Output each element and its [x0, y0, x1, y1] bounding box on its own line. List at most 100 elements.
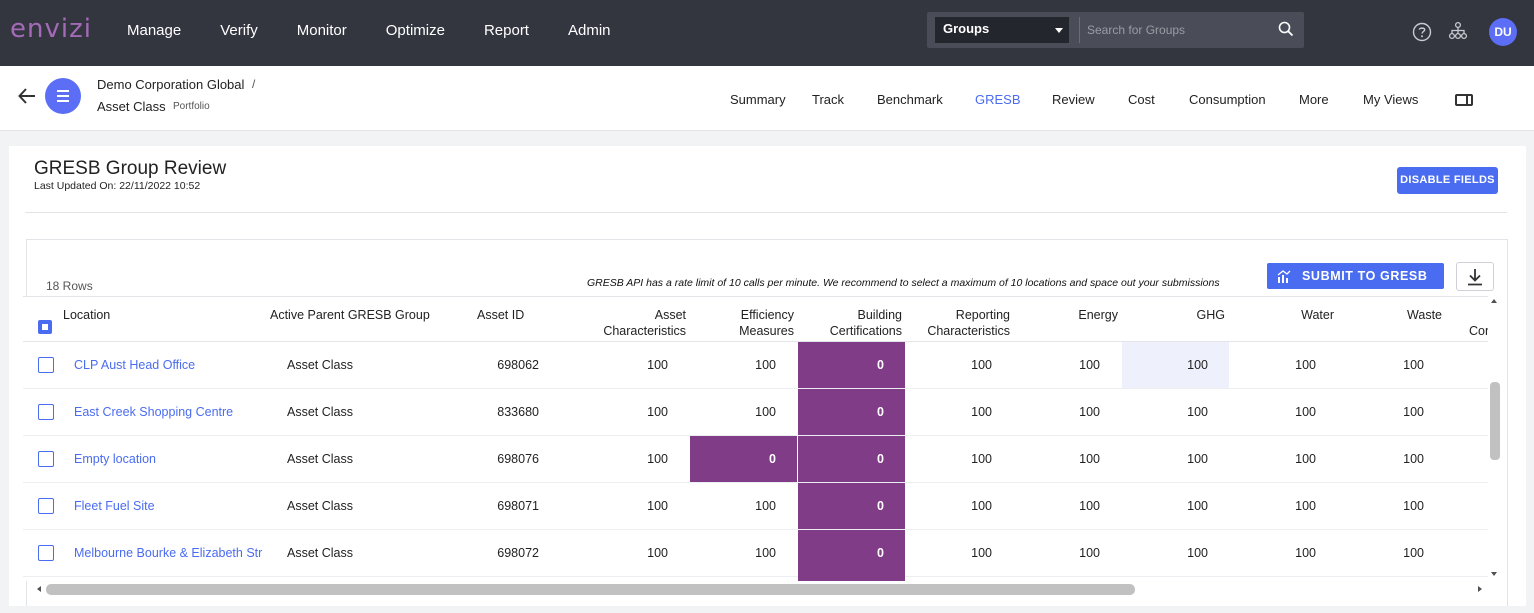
table-row[interactable]: Melbourne Bourke & Elizabeth Str Asset C…: [23, 530, 1488, 577]
col-asset-characteristics[interactable]: Asset Characteristics: [603, 308, 686, 338]
location-link[interactable]: CLP Aust Head Office: [74, 358, 196, 372]
tab-more[interactable]: More: [1299, 92, 1329, 107]
col-energy[interactable]: Energy: [1078, 308, 1118, 322]
nav-monitor[interactable]: Monitor: [296, 22, 347, 39]
search-icon[interactable]: [1278, 21, 1294, 37]
water-cell[interactable]: 100: [1295, 405, 1316, 419]
tab-consumption[interactable]: Consumption: [1189, 92, 1266, 107]
water-cell[interactable]: 100: [1295, 546, 1316, 560]
nav-verify[interactable]: Verify: [220, 22, 258, 39]
ghg-cell[interactable]: 100: [1187, 452, 1208, 466]
disable-fields-button[interactable]: DISABLE FIELDS: [1397, 167, 1498, 194]
row-checkbox[interactable]: [38, 545, 54, 561]
scroll-up-arrow-icon[interactable]: [1491, 299, 1497, 303]
efficiency-cell[interactable]: 100: [755, 546, 776, 560]
tab-benchmark[interactable]: Benchmark: [877, 92, 943, 107]
col-waste[interactable]: Waste: [1407, 308, 1442, 322]
efficiency-cell[interactable]: 100: [755, 405, 776, 419]
waste-cell[interactable]: 100: [1403, 358, 1424, 372]
energy-cell[interactable]: 100: [1079, 546, 1100, 560]
table-row[interactable]: CLP Aust Head Office Asset Class 698062 …: [23, 342, 1488, 389]
location-link[interactable]: Empty location: [74, 452, 156, 466]
table-row[interactable]: East Creek Shopping Centre Asset Class 8…: [23, 389, 1488, 436]
table-row[interactable]: Fleet Fuel Site Asset Class 698071 100 1…: [23, 483, 1488, 530]
waste-cell[interactable]: 100: [1403, 499, 1424, 513]
ghg-cell[interactable]: 100: [1187, 546, 1208, 560]
submit-to-gresb-button[interactable]: SUBMIT TO GRESB: [1267, 263, 1444, 289]
download-button[interactable]: [1456, 262, 1494, 291]
col-reporting-characteristics[interactable]: Reporting Characteristics: [927, 308, 1010, 338]
row-checkbox[interactable]: [38, 451, 54, 467]
location-link[interactable]: Melbourne Bourke & Elizabeth Str: [74, 546, 263, 560]
row-checkbox[interactable]: [38, 357, 54, 373]
water-cell[interactable]: 100: [1295, 358, 1316, 372]
location-link[interactable]: East Creek Shopping Centre: [74, 405, 234, 419]
scroll-left-arrow-icon[interactable]: [37, 586, 41, 592]
asset-char-cell[interactable]: 100: [647, 499, 668, 513]
nav-admin[interactable]: Admin: [567, 22, 611, 39]
building-cell[interactable]: 0: [798, 389, 905, 435]
reporting-cell[interactable]: 100: [971, 405, 992, 419]
scroll-down-arrow-icon[interactable]: [1491, 572, 1497, 576]
scroll-right-arrow-icon[interactable]: [1478, 586, 1482, 592]
nav-report[interactable]: Report: [483, 22, 529, 39]
reporting-cell[interactable]: 100: [971, 358, 992, 372]
location-link[interactable]: Fleet Fuel Site: [74, 499, 155, 513]
tab-track[interactable]: Track: [812, 92, 845, 107]
reporting-cell[interactable]: 100: [971, 452, 992, 466]
waste-cell[interactable]: 100: [1403, 546, 1424, 560]
back-arrow-icon[interactable]: [18, 88, 36, 104]
asset-char-cell[interactable]: 100: [647, 452, 668, 466]
tab-gresb[interactable]: GRESB: [975, 92, 1021, 107]
col-ghg[interactable]: GHG: [1196, 308, 1225, 322]
reporting-cell[interactable]: 100: [971, 546, 992, 560]
table-row[interactable]: Empty location Asset Class 698076 100 0 …: [23, 436, 1488, 483]
nav-manage[interactable]: Manage: [127, 22, 182, 39]
efficiency-cell[interactable]: 100: [755, 358, 776, 372]
user-avatar[interactable]: DU: [1489, 18, 1517, 46]
menu-button[interactable]: [45, 78, 81, 114]
ghg-cell[interactable]: 100: [1187, 405, 1208, 419]
side-panel-icon[interactable]: [1455, 94, 1473, 106]
search-input[interactable]: [1087, 19, 1267, 41]
reporting-cell[interactable]: 100: [971, 499, 992, 513]
col-building-certifications[interactable]: Building Certifications: [829, 308, 902, 338]
waste-cell[interactable]: 100: [1403, 452, 1424, 466]
breadcrumb-group[interactable]: Asset Class: [97, 99, 166, 114]
building-cell[interactable]: 0: [798, 342, 905, 388]
row-checkbox[interactable]: [38, 404, 54, 420]
energy-cell[interactable]: 100: [1079, 452, 1100, 466]
efficiency-cell[interactable]: 0: [690, 436, 797, 482]
col-efficiency-measures[interactable]: Efficiency Measures: [739, 308, 794, 338]
col-cut-off[interactable]: Cor: [1469, 324, 1488, 338]
col-water[interactable]: Water: [1301, 308, 1334, 322]
asset-char-cell[interactable]: 100: [647, 358, 668, 372]
vertical-scroll-thumb[interactable]: [1490, 382, 1500, 460]
help-icon[interactable]: [1412, 22, 1432, 42]
hierarchy-icon[interactable]: [1448, 21, 1468, 41]
energy-cell[interactable]: 100: [1079, 405, 1100, 419]
energy-cell[interactable]: 100: [1079, 499, 1100, 513]
ghg-cell[interactable]: 100: [1187, 499, 1208, 513]
building-cell[interactable]: 0: [798, 436, 905, 482]
tab-cost[interactable]: Cost: [1128, 92, 1155, 107]
tab-summary[interactable]: Summary: [730, 92, 786, 107]
building-cell[interactable]: 0: [798, 530, 905, 576]
water-cell[interactable]: 100: [1295, 499, 1316, 513]
search-scope-select[interactable]: Groups: [935, 17, 1069, 43]
asset-char-cell[interactable]: 100: [647, 546, 668, 560]
nav-optimize[interactable]: Optimize: [385, 22, 445, 39]
ghg-cell[interactable]: 100: [1122, 342, 1229, 388]
efficiency-cell[interactable]: 100: [755, 499, 776, 513]
waste-cell[interactable]: 100: [1403, 405, 1424, 419]
col-parent-group[interactable]: Active Parent GRESB Group: [270, 308, 430, 322]
select-all-checkbox[interactable]: [38, 320, 52, 334]
horizontal-scroll-thumb[interactable]: [46, 584, 1135, 595]
col-asset-id[interactable]: Asset ID: [477, 308, 525, 322]
breadcrumb-org[interactable]: Demo Corporation Global: [97, 77, 245, 92]
water-cell[interactable]: 100: [1295, 452, 1316, 466]
energy-cell[interactable]: 100: [1079, 358, 1100, 372]
row-checkbox[interactable]: [38, 498, 54, 514]
asset-char-cell[interactable]: 100: [647, 405, 668, 419]
col-location[interactable]: Location: [63, 308, 111, 322]
